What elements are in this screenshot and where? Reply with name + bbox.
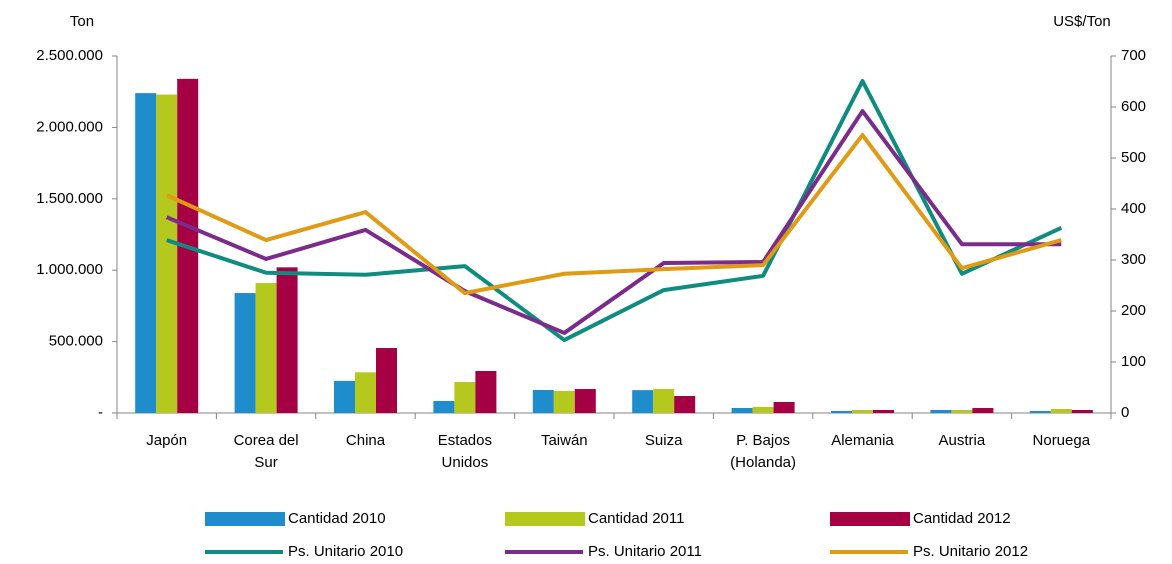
bar — [951, 410, 973, 413]
legend-label: Ps. Unitario 2011 — [588, 543, 702, 560]
bar — [156, 94, 178, 413]
bar — [454, 382, 476, 413]
x-tick-label: Noruega — [1033, 432, 1091, 449]
bar — [234, 293, 256, 413]
legend-swatch — [505, 512, 585, 526]
y-tick-label: - — [98, 404, 103, 421]
line — [165, 109, 1062, 335]
line — [165, 133, 1062, 296]
bar — [135, 93, 157, 414]
bar — [674, 396, 696, 413]
bar — [632, 390, 654, 413]
x-tick-label: Austria — [939, 432, 986, 449]
y2-tick-label: 700 — [1121, 47, 1146, 64]
bar — [376, 348, 397, 413]
legend-label: Ps. Unitario 2012 — [913, 543, 1028, 560]
y2-axis-label: US$/Ton — [1053, 13, 1111, 30]
line — [166, 78, 1063, 343]
bar — [532, 390, 554, 413]
x-tick-label: Corea del Sur — [234, 432, 299, 471]
y-axis-label: Ton — [70, 13, 94, 30]
bar — [873, 410, 894, 413]
bar — [355, 372, 376, 413]
y2-tick-label: 500 — [1121, 149, 1146, 166]
x-tick-label: Suiza — [645, 432, 683, 449]
y2-tick-label: 0 — [1121, 404, 1129, 421]
y2-tick-label: 600 — [1121, 98, 1146, 115]
x-tick-label: Taiwán — [541, 432, 588, 449]
y-tick-label: 2.000.000 — [36, 118, 103, 135]
bar — [255, 283, 277, 413]
y2-tick-label: 100 — [1121, 353, 1146, 370]
x-tick-label: P. Bajos (Holanda) — [730, 432, 796, 471]
legend-label: Ps. Unitario 2010 — [288, 543, 403, 560]
bar — [653, 389, 675, 413]
bar — [553, 391, 575, 413]
y2-tick-label: 200 — [1121, 302, 1146, 319]
y-tick-label: 1.000.000 — [36, 261, 103, 278]
bar — [831, 411, 852, 413]
y2-tick-label: 300 — [1121, 251, 1146, 268]
y2-tick-label: 400 — [1121, 200, 1146, 217]
x-tick-label: Alemania — [831, 432, 894, 449]
y-tick-label: 1.500.000 — [36, 190, 103, 207]
legend-swatch — [830, 512, 910, 526]
bar — [773, 402, 795, 413]
legend-label: Cantidad 2010 — [288, 510, 386, 527]
legend-swatch — [205, 512, 285, 526]
bar — [433, 401, 455, 413]
y-tick-label: 2.500.000 — [36, 47, 103, 64]
bar — [276, 267, 298, 413]
legend-label: Cantidad 2012 — [913, 510, 1011, 527]
bar — [930, 410, 952, 413]
bar — [731, 408, 753, 413]
bar — [972, 408, 994, 413]
y-tick-label: 500.000 — [49, 333, 103, 350]
legend-label: Cantidad 2011 — [588, 510, 684, 527]
bar — [1071, 410, 1093, 413]
x-tick-label: Estados Unidos — [438, 432, 492, 471]
bar — [1050, 409, 1072, 413]
x-tick-label: Japón — [146, 432, 187, 449]
bar — [852, 410, 873, 413]
bar — [752, 407, 774, 413]
bar — [574, 389, 596, 413]
bar — [475, 371, 497, 413]
x-tick-label: China — [346, 432, 386, 449]
bar — [334, 380, 355, 413]
bar — [1029, 411, 1051, 413]
